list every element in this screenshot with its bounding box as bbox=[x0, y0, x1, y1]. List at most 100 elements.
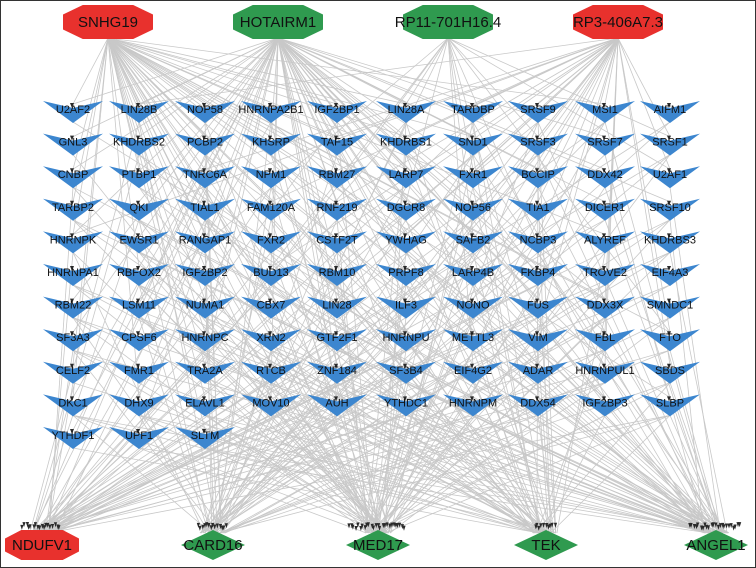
rbp-node-lin28b[interactable]: LIN28B bbox=[109, 101, 169, 123]
rbp-node-dicer1[interactable]: DICER1 bbox=[575, 198, 635, 221]
rbp-node-igf2bp2[interactable]: IGF2BP2 bbox=[175, 264, 235, 286]
rbp-node-khdrbs1[interactable]: KHDRBS1 bbox=[376, 133, 436, 156]
lncrna-node-rp3-406a7-3[interactable]: RP3-406A7.3 bbox=[573, 5, 663, 39]
rbp-node-larp4b[interactable]: LARP4B bbox=[443, 264, 503, 286]
rbp-node-sltm[interactable]: SLTM bbox=[175, 427, 235, 449]
rbp-node-lsm11[interactable]: LSM11 bbox=[109, 296, 169, 319]
rbp-node-srsf3[interactable]: SRSF3 bbox=[508, 133, 568, 156]
rbp-node-lin28a[interactable]: LIN28A bbox=[376, 101, 436, 123]
rbp-node-igf2bp3[interactable]: IGF2BP3 bbox=[575, 394, 635, 417]
rbp-node-rbm22[interactable]: RBM22 bbox=[43, 296, 103, 319]
mrna-node-card16[interactable]: CARD16 bbox=[181, 530, 245, 560]
rbp-node-rbm10[interactable]: RBM10 bbox=[307, 264, 367, 286]
rbp-node-nono[interactable]: NONO bbox=[443, 296, 503, 319]
rbp-node-rnf219[interactable]: RNF219 bbox=[307, 198, 367, 221]
lncrna-node-rp11-701h16-4[interactable]: RP11-701H16.4 bbox=[395, 5, 501, 39]
rbp-node-ddx54[interactable]: DDX54 bbox=[508, 394, 568, 417]
rbp-node-numa1[interactable]: NUMA1 bbox=[175, 296, 235, 319]
rbp-node-bccip[interactable]: BCCIP bbox=[508, 166, 568, 189]
mrna-node-med17[interactable]: MED17 bbox=[346, 530, 410, 560]
rbp-node-rbfox2[interactable]: RBFOX2 bbox=[109, 264, 169, 286]
rbp-node-ythdf1[interactable]: YTHDF1 bbox=[43, 427, 103, 449]
rbp-node-fxr1[interactable]: FXR1 bbox=[443, 166, 503, 189]
rbp-node-srsf9[interactable]: SRSF9 bbox=[508, 101, 568, 123]
rbp-node-ddx3x[interactable]: DDX3X bbox=[575, 296, 635, 319]
rbp-node-khsrp[interactable]: KHSRP bbox=[241, 133, 301, 156]
rbp-node-celf2[interactable]: CELF2 bbox=[43, 361, 103, 384]
rbp-node-fkbp4[interactable]: FKBP4 bbox=[508, 264, 568, 286]
rbp-node-cstf2t[interactable]: CSTF2T bbox=[307, 231, 367, 254]
rbp-node-fto[interactable]: FTO bbox=[640, 329, 700, 352]
rbp-node-taf15[interactable]: TAF15 bbox=[307, 133, 367, 156]
rbp-node-sf3b4[interactable]: SF3B4 bbox=[376, 361, 436, 384]
lncrna-node-hotairm1[interactable]: HOTAIRM1 bbox=[233, 5, 323, 39]
rbp-node-eif4a3[interactable]: EIF4A3 bbox=[640, 264, 700, 286]
rbp-node-znf184[interactable]: ZNF184 bbox=[307, 361, 367, 384]
rbp-node-prpf8[interactable]: PRPF8 bbox=[376, 264, 436, 286]
rbp-node-sf3a3[interactable]: SF3A3 bbox=[43, 329, 103, 352]
rbp-node-fxr2[interactable]: FXR2 bbox=[241, 231, 301, 254]
rbp-node-dkc1[interactable]: DKC1 bbox=[43, 394, 103, 417]
rbp-node-pcbp2[interactable]: PCBP2 bbox=[175, 133, 235, 156]
rbp-node-tia1[interactable]: TIA1 bbox=[508, 198, 568, 221]
rbp-node-vim[interactable]: VIM bbox=[508, 329, 568, 352]
rbp-node-lin28[interactable]: LIN28 bbox=[307, 296, 367, 319]
rbp-node-smndc1[interactable]: SMNDC1 bbox=[640, 296, 700, 319]
rbp-node-hnrnpa1[interactable]: HNRNPA1 bbox=[43, 264, 103, 286]
rbp-node-fmr1[interactable]: FMR1 bbox=[109, 361, 169, 384]
rbp-node-sbds[interactable]: SBDS bbox=[640, 361, 700, 384]
rbp-node-hnrnpm[interactable]: HNRNPM bbox=[443, 394, 503, 417]
rbp-node-auh[interactable]: AUH bbox=[307, 394, 367, 417]
rbp-node-nop58[interactable]: NOP58 bbox=[175, 101, 235, 123]
rbp-node-ewsr1[interactable]: EWSR1 bbox=[109, 231, 169, 254]
rbp-node-bud13[interactable]: BUD13 bbox=[241, 264, 301, 286]
rbp-node-larp7[interactable]: LARP7 bbox=[376, 166, 436, 189]
rbp-node-rbm27[interactable]: RBM27 bbox=[307, 166, 367, 189]
rbp-node-cpsf6[interactable]: CPSF6 bbox=[109, 329, 169, 352]
rbp-node-upf1[interactable]: UPF1 bbox=[109, 427, 169, 449]
rbp-node-srsf10[interactable]: SRSF10 bbox=[640, 198, 700, 221]
rbp-node-hnrnpk[interactable]: HNRNPK bbox=[43, 231, 103, 254]
rbp-node-tarbp2[interactable]: TARBP2 bbox=[43, 198, 103, 221]
rbp-node-fus[interactable]: FUS bbox=[508, 296, 568, 319]
rbp-node-khdrbs2[interactable]: KHDRBS2 bbox=[109, 133, 169, 156]
rbp-node-u2af2[interactable]: U2AF2 bbox=[43, 101, 103, 123]
rbp-node-ythdc1[interactable]: YTHDC1 bbox=[376, 394, 436, 417]
rbp-node-mettl3[interactable]: METTL3 bbox=[443, 329, 503, 352]
rbp-node-eif4g2[interactable]: EIF4G2 bbox=[443, 361, 503, 384]
rbp-node-srsf1[interactable]: SRSF1 bbox=[640, 133, 700, 156]
rbp-node-fam120a[interactable]: FAM120A bbox=[241, 198, 301, 221]
rbp-node-adar[interactable]: ADAR bbox=[508, 361, 568, 384]
rbp-node-tardbp[interactable]: TARDBP bbox=[443, 101, 503, 123]
rbp-node-ncbp3[interactable]: NCBP3 bbox=[508, 231, 568, 254]
mrna-node-tek[interactable]: TEK bbox=[514, 530, 578, 560]
rbp-node-qki[interactable]: QKI bbox=[109, 198, 169, 221]
rbp-node-fbl[interactable]: FBL bbox=[575, 329, 635, 352]
rbp-node-aifm1[interactable]: AIFM1 bbox=[640, 101, 700, 123]
rbp-node-gtf2f1[interactable]: GTF2F1 bbox=[307, 329, 367, 352]
mrna-node-ndufv1[interactable]: NDUFV1 bbox=[5, 530, 79, 560]
rbp-node-gnl3[interactable]: GNL3 bbox=[43, 133, 103, 156]
rbp-node-hnrnpa2b1[interactable]: HNRNPA2B1 bbox=[238, 101, 304, 123]
lncrna-node-snhg19[interactable]: SNHG19 bbox=[63, 5, 153, 39]
rbp-node-cbx7[interactable]: CBX7 bbox=[241, 296, 301, 319]
rbp-node-ilf3[interactable]: ILF3 bbox=[376, 296, 436, 319]
rbp-node-srsf7[interactable]: SRSF7 bbox=[575, 133, 635, 156]
rbp-node-rtcb[interactable]: RTCB bbox=[241, 361, 301, 384]
rbp-node-safb2[interactable]: SAFB2 bbox=[443, 231, 503, 254]
rbp-node-ywhag[interactable]: YWHAG bbox=[376, 231, 436, 254]
rbp-node-nop56[interactable]: NOP56 bbox=[443, 198, 503, 221]
rbp-node-hnrnpul1[interactable]: HNRNPUL1 bbox=[575, 361, 635, 384]
rbp-node-trove2[interactable]: TROVE2 bbox=[575, 264, 635, 286]
rbp-node-snd1[interactable]: SND1 bbox=[443, 133, 503, 156]
rbp-node-slbp[interactable]: SLBP bbox=[640, 394, 700, 417]
mrna-node-angel1[interactable]: ANGEL1 bbox=[684, 530, 748, 560]
rbp-node-dgcr8[interactable]: DGCR8 bbox=[376, 198, 436, 221]
rbp-node-tra2a[interactable]: TRA2A bbox=[175, 361, 235, 384]
rbp-node-cnbp[interactable]: CNBP bbox=[43, 166, 103, 189]
rbp-node-tnrc6a[interactable]: TNRC6A bbox=[175, 166, 235, 189]
rbp-node-dhx9[interactable]: DHX9 bbox=[109, 394, 169, 417]
rbp-node-hnrnpc[interactable]: HNRNPC bbox=[175, 329, 235, 352]
rbp-node-msi1[interactable]: MSI1 bbox=[575, 101, 635, 123]
rbp-node-rangap1[interactable]: RANGAP1 bbox=[175, 231, 235, 254]
